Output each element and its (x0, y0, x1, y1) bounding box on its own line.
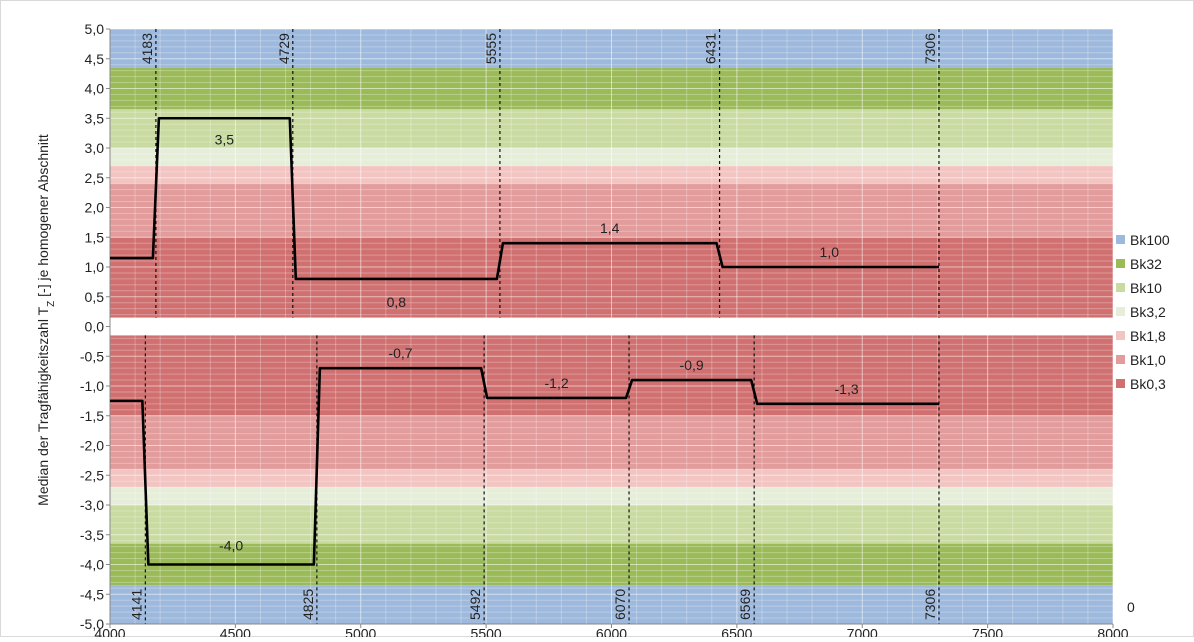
series-line-oben (110, 116, 939, 281)
y-tick-label: 3,5 (85, 110, 105, 126)
legend-label: Bk3,2 (1130, 304, 1166, 320)
y-tick-label: 3,0 (85, 140, 105, 156)
y-tick-label: 1,5 (85, 229, 105, 245)
y-tick-label: 4,0 (85, 81, 105, 97)
value-label: -0,9 (680, 357, 704, 373)
secondary-axis-label: 0 (1127, 599, 1135, 615)
legend-swatch (1116, 283, 1125, 292)
x-tick-label: 4500 (220, 626, 251, 637)
legend-swatch (1116, 235, 1125, 244)
x-tick-label: 7500 (972, 626, 1003, 637)
boundary-label: 4729 (276, 33, 292, 64)
y-tick-label: -0,5 (80, 348, 104, 364)
boundary-label: 5492 (467, 589, 483, 620)
y-tick-label: 1,0 (85, 259, 105, 275)
value-label: -1,2 (545, 375, 569, 391)
boundary-label: 4183 (139, 33, 155, 64)
legend: Bk100 Bk32 Bk10 Bk3,2 Bk1,8 Bk1,0 Bk0,3 (1116, 232, 1170, 392)
legend-swatch (1116, 331, 1125, 340)
y-tick-label: -5,0 (80, 616, 104, 632)
legend-label: Bk10 (1130, 280, 1162, 296)
y-tick-label: 5,0 (85, 21, 105, 37)
value-label: 1,4 (600, 220, 620, 236)
boundary-label: 5555 (483, 33, 499, 64)
y-tick-label: 4,5 (85, 51, 105, 67)
boundary-label: 7306 (922, 33, 938, 64)
y-tick-label: 0,5 (85, 289, 105, 305)
x-tick-label: 5500 (471, 626, 502, 637)
value-label-layer: 3,5 0,8 1,4 1,0 -4,0 -0,7 -1,2 -0,9 -1,3 (215, 131, 859, 553)
legend-swatch (1116, 259, 1125, 268)
boundary-label: 6431 (703, 33, 719, 64)
x-tick-label: 6500 (721, 626, 752, 637)
y-tick-label: -2,5 (80, 467, 104, 483)
grid-layer (109, 28, 1114, 625)
legend-swatch (1116, 379, 1125, 388)
y-tick-label: 0,0 (85, 319, 105, 335)
y-tick-label: -2,0 (80, 438, 104, 454)
x-tick-label: 8000 (1097, 626, 1128, 637)
boundary-label: 4141 (128, 589, 144, 620)
legend-swatch (1116, 307, 1125, 316)
boundary-label: 6569 (737, 589, 753, 620)
y-tick-label: 2,0 (85, 200, 105, 216)
axes-layer: 5,0 4,5 4,0 3,5 3,0 2,5 2,0 1,5 1,0 0,5 0,0 -0,5 -1,… (80, 21, 1135, 642)
y-tick-label: -3,5 (80, 527, 104, 543)
boundary-label: 7306 (922, 589, 938, 620)
value-label: 1,0 (820, 244, 840, 260)
boundary-label: 4825 (300, 589, 316, 620)
legend-label: Bk0,3 (1130, 376, 1166, 392)
x-tick-label: 6000 (596, 626, 627, 637)
value-label: 3,5 (215, 131, 235, 147)
legend-label: Bk1,8 (1130, 328, 1166, 344)
legend-label: Bk100 (1130, 232, 1170, 248)
value-label: 0,8 (387, 294, 407, 310)
series-line-unten (110, 366, 939, 566)
series-layer (110, 116, 939, 566)
value-label: -0,7 (388, 345, 412, 361)
x-tick-label: 7000 (847, 626, 878, 637)
boundary-layer: 4183 4729 5555 6431 7306 4141 4825 5492 6070 6569… (128, 29, 940, 624)
y-tick-label: -3,0 (80, 497, 104, 513)
y-tick-label: 2,5 (85, 170, 105, 186)
x-tick-label: 4000 (94, 626, 125, 637)
value-label: -4,0 (219, 538, 243, 554)
legend-swatch (1116, 355, 1125, 364)
x-tick-label: 5000 (345, 626, 376, 637)
boundary-label: 6070 (612, 589, 628, 620)
y-tick-label: -1,5 (80, 408, 104, 424)
y-tick-label: -1,0 (80, 378, 104, 394)
y-tick-label: -4,0 (80, 557, 104, 573)
y-tick-label: -4,5 (80, 586, 104, 602)
legend-label: Bk32 (1130, 256, 1162, 272)
value-label: -1,3 (835, 381, 859, 397)
legend-label: Bk1,0 (1130, 352, 1166, 368)
y-axis-title: Median der Tragfähigkeitszahl TZ [-] je … (35, 134, 57, 506)
